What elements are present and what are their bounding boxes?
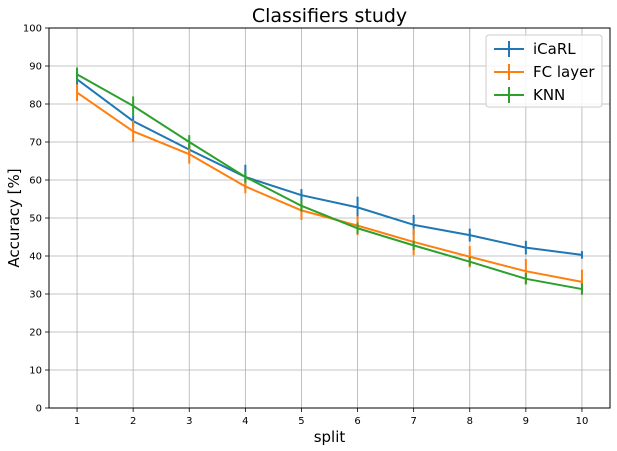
legend-box: [485, 34, 603, 108]
y-tick-label: 90: [29, 62, 42, 73]
legend-item: iCaRL: [494, 40, 576, 58]
y-axis-label: Accuracy [%]: [5, 168, 23, 267]
chart-title: Classifiers study: [252, 5, 407, 27]
series-line: [76, 78, 583, 256]
x-tick-label: 8: [467, 416, 473, 427]
legend-label: iCaRL: [533, 40, 576, 58]
x-tick-label: 2: [130, 416, 136, 427]
x-tick-label: 9: [523, 416, 529, 427]
legend-item: FC layer: [494, 63, 595, 81]
y-tick-label: 0: [36, 404, 42, 415]
y-tick-label: 70: [29, 138, 42, 149]
y-tick-label: 40: [29, 252, 42, 263]
legend-label: KNN: [533, 86, 565, 104]
x-tick-label: 6: [354, 416, 360, 427]
y-tick-label: 50: [29, 214, 42, 225]
series-layer: [76, 67, 583, 295]
y-tick-label: 60: [29, 176, 42, 187]
x-tick-label: 4: [242, 416, 248, 427]
y-tick-label: 80: [29, 100, 42, 111]
x-tick-label: 10: [576, 416, 589, 427]
legend: iCaRL FC layer KNN: [485, 34, 603, 108]
x-tick-label: 3: [186, 416, 192, 427]
y-tick-label: 10: [29, 366, 42, 377]
x-tick-label: 7: [410, 416, 416, 427]
x-tick-label: 1: [74, 416, 80, 427]
x-axis-label: split: [314, 428, 346, 446]
series-line: [76, 73, 583, 291]
legend-label: FC layer: [533, 63, 595, 81]
series-knn: [76, 67, 583, 295]
legend-item: KNN: [494, 86, 565, 104]
x-tick-label: 5: [298, 416, 304, 427]
y-tick-label: 30: [29, 290, 42, 301]
y-tick-label: 100: [23, 24, 42, 35]
y-tick-label: 20: [29, 328, 42, 339]
